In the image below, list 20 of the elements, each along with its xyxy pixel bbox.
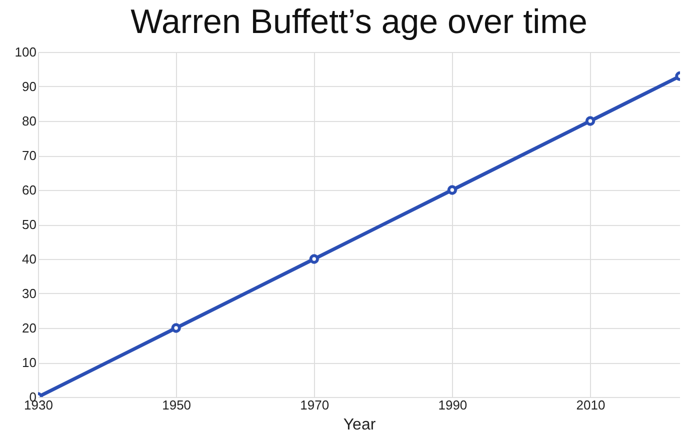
x-tick-label: 1970 xyxy=(300,398,330,412)
y-tick-label: 50 xyxy=(22,217,36,232)
x-tick-label: 1990 xyxy=(438,398,468,412)
y-tick-label: 80 xyxy=(22,114,36,128)
y-tick-label: 70 xyxy=(22,148,36,163)
x-axis-title: Year xyxy=(343,416,376,434)
y-tick-label: 60 xyxy=(22,182,36,198)
point xyxy=(447,185,458,195)
y-tick-label: 20 xyxy=(22,320,36,336)
point xyxy=(585,116,596,126)
x-tick-label: 2010 xyxy=(576,398,606,412)
y-tick-label: 10 xyxy=(22,355,36,370)
chart-title: Warren Buffett’s age over time xyxy=(130,3,588,41)
x-tick-label: 1950 xyxy=(162,398,192,412)
y-tick-label: 30 xyxy=(22,286,36,301)
y-tick-label: 90 xyxy=(22,79,36,94)
y-tick-label: 100 xyxy=(14,44,36,60)
y-tick-label: 40 xyxy=(22,252,36,266)
point xyxy=(171,323,181,333)
point xyxy=(309,254,319,264)
